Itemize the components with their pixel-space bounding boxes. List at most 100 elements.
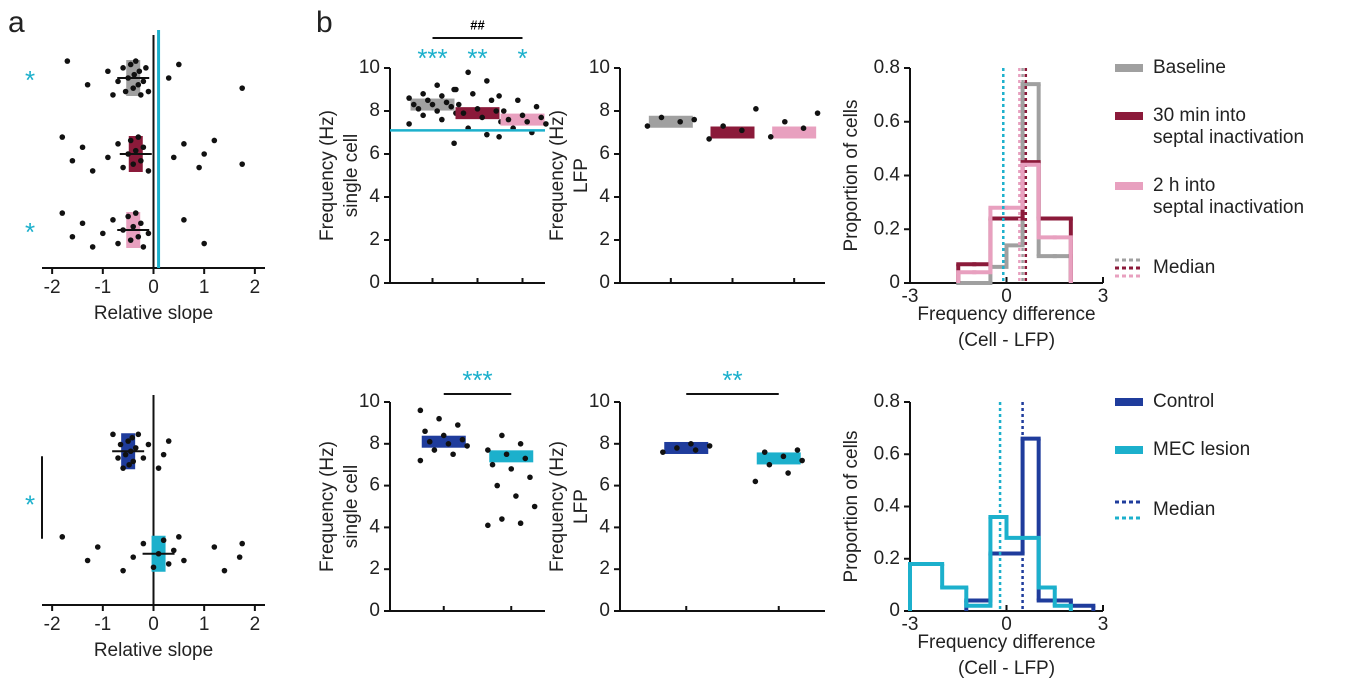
dot xyxy=(720,123,726,129)
dot xyxy=(800,125,807,131)
y-tick-label: 0.4 xyxy=(874,496,901,517)
dot xyxy=(120,164,126,171)
dot xyxy=(533,103,540,110)
dot xyxy=(132,147,139,154)
dot xyxy=(64,58,71,64)
dot xyxy=(524,118,530,125)
dot xyxy=(706,443,713,449)
dot xyxy=(127,237,134,243)
dot xyxy=(89,168,96,174)
y-tick-label: 10 xyxy=(589,57,610,78)
y-tick-label: 0 xyxy=(369,272,380,293)
legend-label: septal inactivation xyxy=(1153,127,1304,148)
dot xyxy=(69,157,76,164)
dot xyxy=(130,161,137,167)
dot xyxy=(145,441,152,448)
dot xyxy=(135,81,142,88)
dot xyxy=(465,69,471,76)
dot xyxy=(455,101,462,108)
bracket-label: *** xyxy=(462,365,492,395)
dot xyxy=(489,461,496,468)
dot xyxy=(422,428,428,435)
y-tick-label: 0.2 xyxy=(874,548,900,569)
y-tick-label: 2 xyxy=(369,558,380,579)
y-tick-label: 6 xyxy=(369,143,380,164)
dot xyxy=(499,516,505,522)
dot xyxy=(84,81,91,88)
dot xyxy=(488,97,495,104)
y-tick-label: 0 xyxy=(369,600,380,621)
y-tick-label: 10 xyxy=(589,391,610,412)
dot xyxy=(127,61,134,68)
dot xyxy=(145,168,152,174)
y-tick-label: 4 xyxy=(369,516,380,537)
bracket-label: ** xyxy=(722,365,742,395)
dot xyxy=(415,106,422,112)
dot xyxy=(130,458,137,465)
y-tick-label: 4 xyxy=(599,186,610,207)
dot xyxy=(125,438,131,444)
dot xyxy=(493,108,500,114)
dot xyxy=(752,478,759,485)
dot xyxy=(644,123,651,129)
bracket-label: * xyxy=(25,489,35,519)
dot xyxy=(145,230,152,237)
legend-label: Control xyxy=(1153,391,1214,412)
median-box xyxy=(421,435,466,448)
dot xyxy=(130,554,137,560)
median-box xyxy=(710,126,755,139)
y-tick-label: 8 xyxy=(369,433,380,454)
dot xyxy=(527,474,533,481)
x-tick-label: -1 xyxy=(94,614,111,635)
dot xyxy=(417,407,424,414)
dot xyxy=(155,465,162,471)
dot xyxy=(439,93,445,99)
y-axis-label: Proportion of cells xyxy=(841,99,862,251)
y-tick-label: 6 xyxy=(369,475,380,496)
dot xyxy=(522,455,529,462)
y-tick-label: 0 xyxy=(599,272,610,293)
dot xyxy=(127,448,134,455)
dot xyxy=(780,453,787,460)
dot xyxy=(160,537,167,544)
dot xyxy=(515,97,521,104)
dot xyxy=(165,75,172,81)
dot xyxy=(794,447,801,453)
dot xyxy=(135,431,142,438)
significance-star: * xyxy=(25,65,35,95)
dot xyxy=(443,99,450,106)
dot xyxy=(517,520,524,527)
dot xyxy=(691,116,698,123)
dot xyxy=(145,88,152,95)
dot xyxy=(503,451,510,458)
dot xyxy=(143,65,149,71)
dot xyxy=(201,240,207,247)
dot xyxy=(140,244,147,250)
dot xyxy=(485,447,491,453)
x-tick-label: 3 xyxy=(1098,614,1109,635)
y-tick-label: 0.4 xyxy=(874,165,901,186)
legend-label: MEC lesion xyxy=(1153,439,1250,460)
x-tick-label: 0 xyxy=(1001,286,1012,307)
dot xyxy=(59,210,66,216)
y-axis-label: single cell xyxy=(341,465,362,548)
dot xyxy=(131,71,138,78)
dot xyxy=(753,106,759,112)
dot xyxy=(125,151,131,157)
significance-star: * xyxy=(25,217,35,247)
dot xyxy=(59,134,66,140)
dot xyxy=(120,465,126,471)
dot xyxy=(451,86,457,93)
dot xyxy=(117,441,124,448)
dot xyxy=(766,461,773,468)
significance-star: * xyxy=(517,43,527,73)
dot xyxy=(221,567,228,574)
y-tick-label: 8 xyxy=(599,100,610,121)
y-tick-label: 0 xyxy=(889,600,900,621)
y-tick-label: 8 xyxy=(599,433,610,454)
dot xyxy=(120,567,126,574)
dot xyxy=(505,116,512,123)
dot xyxy=(496,93,502,99)
dot xyxy=(519,112,526,119)
dot xyxy=(89,244,96,250)
